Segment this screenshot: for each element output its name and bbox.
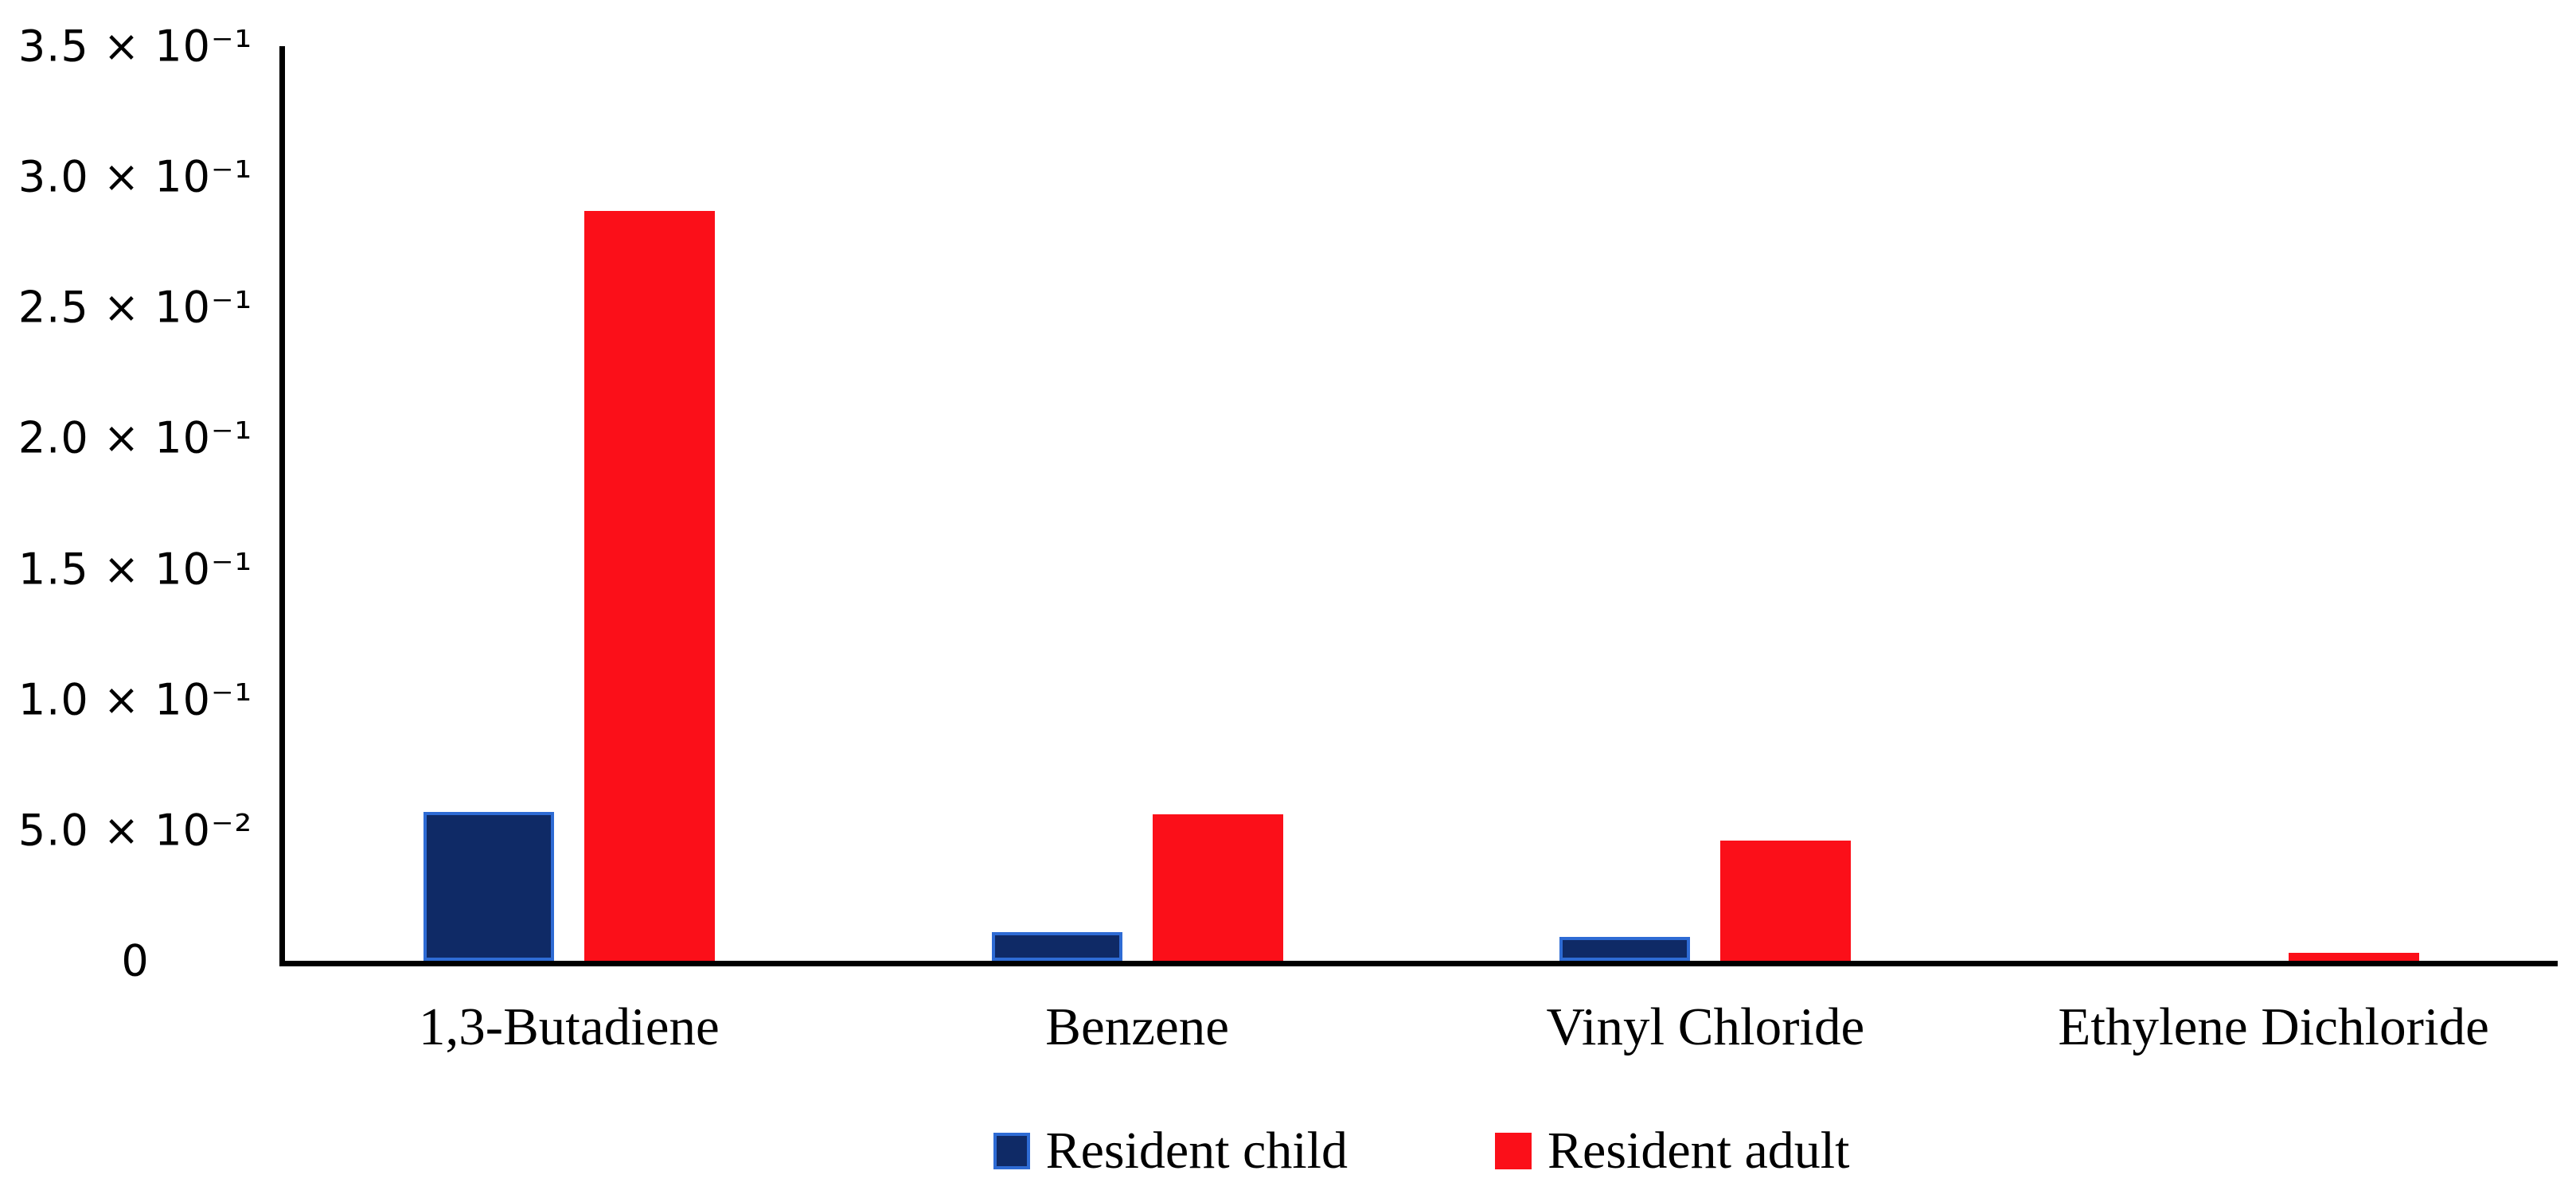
y-tick-label: 2.0 × 10⁻¹ [18, 412, 253, 463]
legend-swatch-resident-child [993, 1133, 1030, 1169]
bar-benzene-resident-adult [1152, 814, 1283, 961]
y-tick-label: 2.5 × 10⁻¹ [18, 282, 253, 333]
legend-item-resident-adult: Resident adult [1495, 1121, 1849, 1181]
bar-group-vinyl-chloride [1422, 46, 1990, 961]
y-tick-label: 0 [121, 935, 150, 986]
bar-1-3-butadiene-resident-child [423, 811, 554, 961]
bar-benzene-resident-child [991, 931, 1122, 961]
y-axis-labels: 3.5 × 10⁻¹ 3.0 × 10⁻¹ 2.5 × 10⁻¹ 2.0 × 10⁻¹… [0, 0, 271, 1198]
y-tick-label: 1.5 × 10⁻¹ [18, 544, 253, 595]
bar-group-1-3-butadiene [285, 46, 853, 961]
y-tick-label: 5.0 × 10⁻² [18, 805, 253, 856]
y-tick-label: 3.0 × 10⁻¹ [18, 151, 253, 202]
bar-vinyl-chloride-resident-child [1559, 937, 1691, 961]
x-category-label-benzene: Benzene [1045, 997, 1229, 1056]
plot-area [279, 46, 2558, 966]
bar-1-3-butadiene-resident-adult [584, 210, 715, 961]
legend-label-resident-child: Resident child [1045, 1122, 1348, 1180]
bar-group-benzene [853, 46, 1422, 961]
y-tick-label: 1.0 × 10⁻¹ [18, 674, 253, 725]
x-axis-labels: 1,3-Butadiene Benzene Vinyl Chloride Ethyle… [285, 997, 2558, 1058]
x-category-label-1-3-butadiene: 1,3-Butadiene [419, 997, 720, 1056]
y-tick-label: 3.5 × 10⁻¹ [18, 21, 253, 72]
legend-label-resident-adult: Resident adult [1548, 1122, 1850, 1180]
x-category-label-ethylene-dichloride: Ethylene Dichloride [2058, 997, 2489, 1056]
bar-group-ethylene-dichloride [1989, 46, 2558, 961]
bar-ethylene-dichloride-resident-adult [2289, 953, 2420, 961]
bar-groups [285, 46, 2558, 961]
legend-item-resident-child: Resident child [993, 1121, 1348, 1181]
legend-swatch-resident-adult [1495, 1133, 1532, 1169]
legend: Resident child Resident adult [285, 1121, 2558, 1181]
bar-vinyl-chloride-resident-adult [1720, 841, 1852, 961]
x-category-label-vinyl-chloride: Vinyl Chloride [1546, 997, 1865, 1056]
